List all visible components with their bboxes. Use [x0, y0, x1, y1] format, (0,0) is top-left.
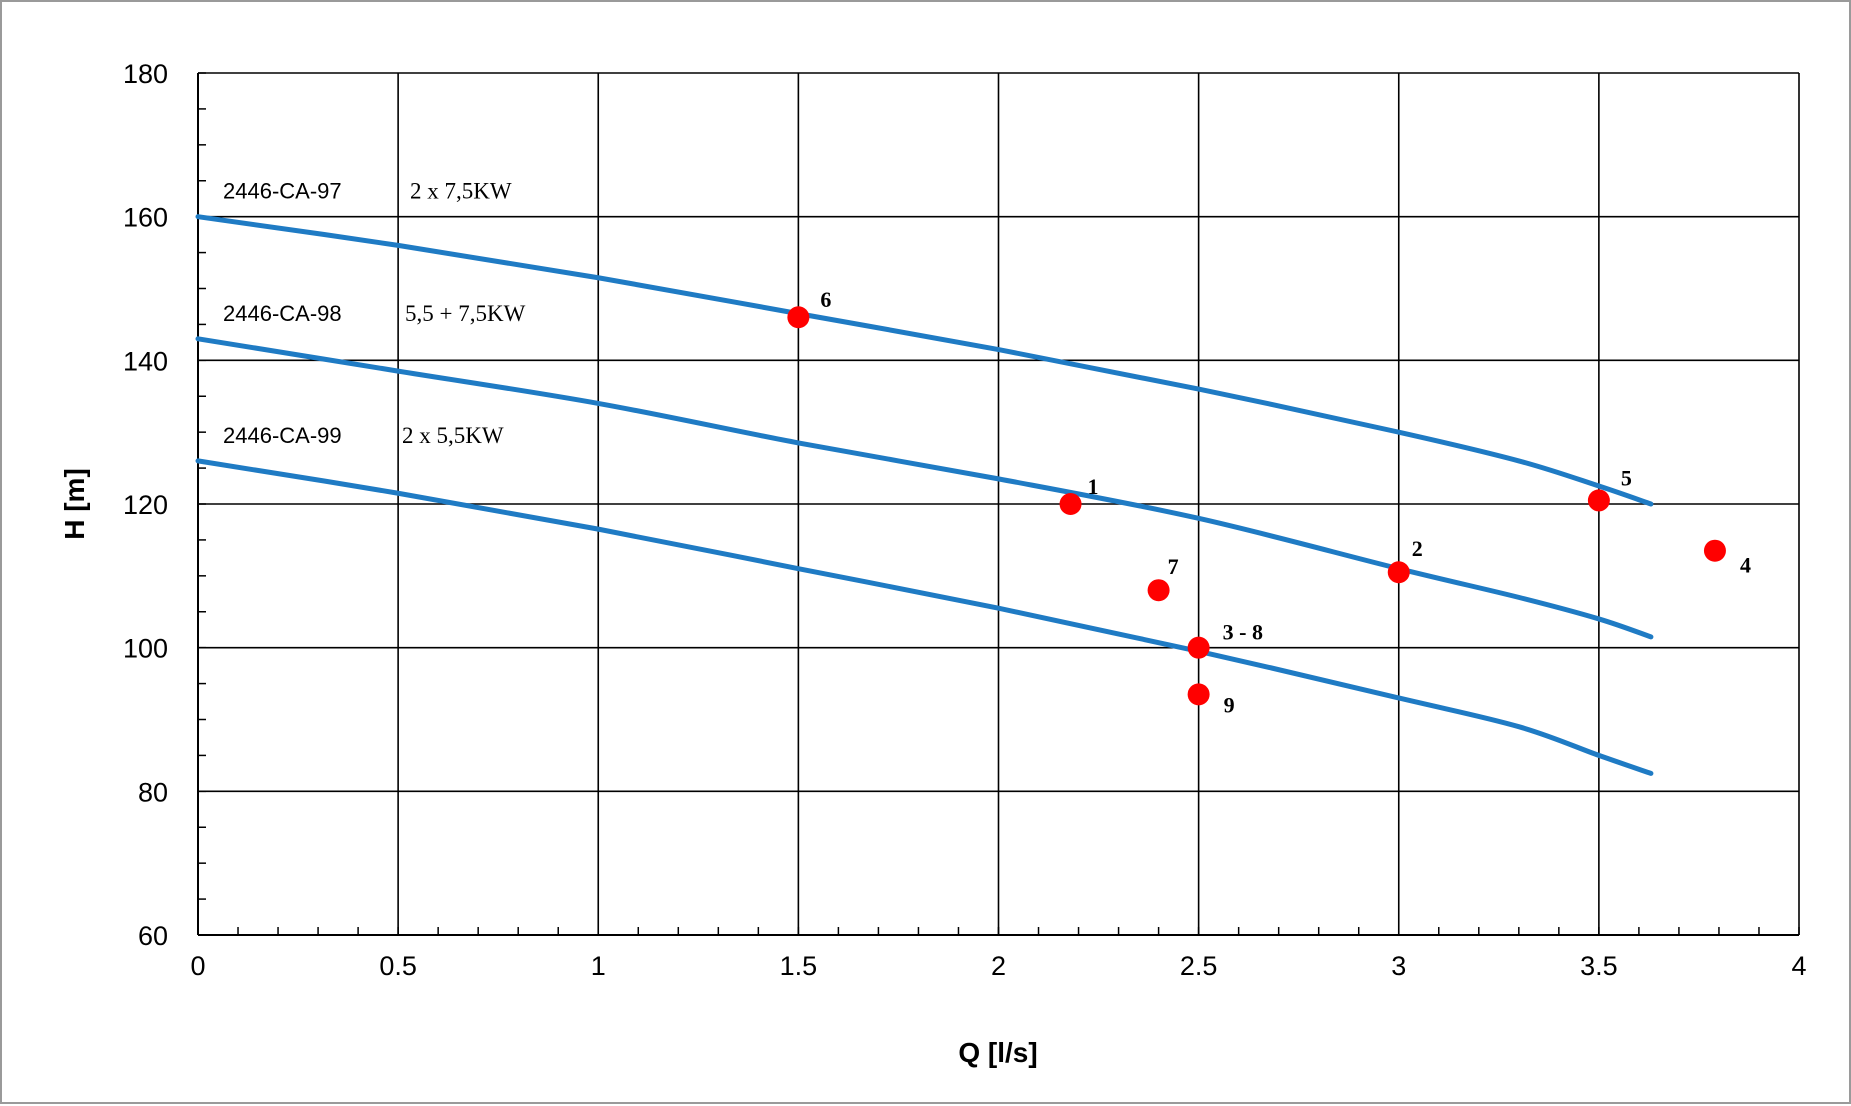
operating-point [1587, 489, 1610, 512]
y-axis-label: H [m] [59, 468, 90, 540]
x-tick-label: 4 [1791, 951, 1806, 981]
series-labels: 2446-CA-97 2 x 7,5KW 2446-CA-98 5,5 + 7,5KW… [223, 179, 526, 448]
operating-point [1187, 636, 1210, 659]
operating-point [1703, 539, 1726, 562]
x-tick-label: 1.5 [780, 951, 818, 981]
series-name-label: 2446-CA-98 [223, 301, 342, 326]
operating-point-label: 9 [1224, 692, 1235, 717]
y-tick-label: 160 [123, 203, 168, 233]
series-line-2 [195, 336, 1654, 640]
operating-point [1187, 683, 1210, 706]
series-line-1 [195, 214, 1654, 507]
series-name-label: 2446-CA-97 [223, 179, 342, 204]
series-lines [195, 214, 1654, 776]
operating-point-label: 3 - 8 [1223, 620, 1263, 645]
y-tick-label: 140 [123, 346, 168, 376]
operating-point-label: 4 [1740, 553, 1751, 578]
x-tick-label: 2 [991, 951, 1006, 981]
x-tick-labels: 0 0.5 1 1.5 2 2.5 3 3.5 4 [190, 951, 1806, 981]
operating-points: 1 2 3 - 8 4 5 6 7 9 [787, 287, 1751, 717]
operating-point [787, 306, 810, 329]
series-power-label: 2 x 5,5KW [402, 423, 504, 448]
y-tick-label: 60 [138, 921, 168, 951]
series-power-label: 5,5 + 7,5KW [405, 301, 526, 326]
x-tick-label: 1 [591, 951, 606, 981]
x-tick-label: 3 [1391, 951, 1406, 981]
y-tick-labels: 60 80 100 120 140 160 180 [123, 59, 168, 951]
operating-point [1147, 579, 1170, 602]
operating-point-label: 2 [1412, 536, 1423, 561]
y-tick-label: 100 [123, 634, 168, 664]
y-tick-label: 80 [138, 777, 168, 807]
operating-point [1387, 561, 1410, 584]
operating-point [1059, 493, 1082, 515]
x-tick-label: 3.5 [1580, 951, 1618, 981]
y-tick-label: 120 [123, 490, 168, 520]
series-line-3 [195, 458, 1654, 776]
x-tick-label: 0 [190, 951, 205, 981]
x-tick-label: 0.5 [379, 951, 417, 981]
operating-point-label: 1 [1088, 474, 1099, 499]
x-tick-label: 2.5 [1180, 951, 1218, 981]
operating-point-label: 6 [820, 287, 831, 312]
operating-point-label: 7 [1168, 554, 1179, 579]
operating-point-label: 5 [1621, 465, 1632, 490]
series-name-label: 2446-CA-99 [223, 423, 342, 448]
y-tick-label: 180 [123, 59, 168, 89]
x-axis-label: Q [l/s] [958, 1037, 1037, 1068]
series-power-label: 2 x 7,5KW [410, 179, 512, 204]
